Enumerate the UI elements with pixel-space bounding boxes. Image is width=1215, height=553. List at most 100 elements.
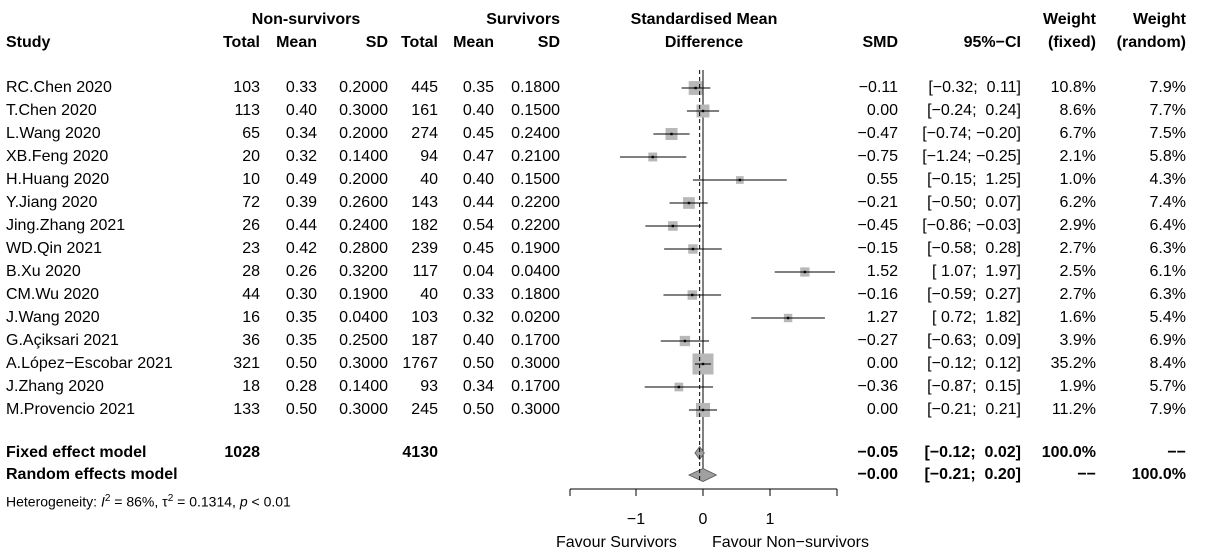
non-survivors-sd: 0.3000 <box>339 102 388 119</box>
survivors-total: 161 <box>411 102 438 119</box>
weight-random: 8.4% <box>1149 355 1186 372</box>
non-survivors-total: 28 <box>242 263 260 280</box>
survivors-total: 445 <box>411 79 438 96</box>
survivors-sd: 0.0200 <box>511 309 560 326</box>
weight-fixed: 6.2% <box>1059 194 1096 211</box>
i2-value: = 86%, <box>110 493 163 510</box>
study-point <box>687 201 691 205</box>
non-survivors-total: 16 <box>242 309 260 326</box>
header-mean-1: Mean <box>276 34 317 51</box>
non-survivors-sd: 0.3000 <box>339 355 388 372</box>
axis-tick-label: −1 <box>626 511 646 528</box>
survivors-total: 93 <box>420 378 438 395</box>
survivors-mean: 0.40 <box>462 332 494 349</box>
fixed-total-1: 1028 <box>224 444 260 461</box>
non-survivors-mean: 0.50 <box>285 401 317 418</box>
survivors-sd: 0.3000 <box>511 355 560 372</box>
header-smd: SMD <box>862 34 898 51</box>
weight-fixed: 2.9% <box>1059 217 1096 234</box>
header-weight-fixed-2: (fixed) <box>1048 34 1096 51</box>
non-survivors-mean: 0.40 <box>285 102 317 119</box>
tau-value: = 0.1314, <box>173 493 240 510</box>
ci-value: [−0.12; 0.12] <box>927 355 1021 372</box>
weight-random: 6.4% <box>1149 217 1186 234</box>
non-survivors-mean: 0.42 <box>285 240 317 257</box>
study-name: G.Açiksari 2021 <box>6 332 119 349</box>
non-survivors-mean: 0.49 <box>285 171 317 188</box>
survivors-mean: 0.32 <box>462 309 494 326</box>
weight-random: 6.1% <box>1149 263 1186 280</box>
fixed-smd: −0.05 <box>857 444 898 461</box>
header-smd-title-2: Difference <box>664 34 744 51</box>
p-value: < 0.01 <box>247 493 291 510</box>
smd-value: −0.11 <box>858 79 898 96</box>
random-ci: [−0.21; 0.20] <box>924 466 1022 483</box>
ci-value: [−0.21; 0.21] <box>927 401 1021 418</box>
weight-fixed: 35.2% <box>1050 355 1096 372</box>
survivors-mean: 0.34 <box>462 378 494 395</box>
non-survivors-sd: 0.1900 <box>339 286 388 303</box>
non-survivors-total: 44 <box>242 286 260 303</box>
non-survivors-mean: 0.39 <box>285 194 317 211</box>
non-survivors-total: 20 <box>242 148 260 165</box>
header-weight-random-2: (random) <box>1116 34 1186 51</box>
non-survivors-sd: 0.2400 <box>339 217 388 234</box>
ci-value: [−0.50; 0.07] <box>927 194 1021 211</box>
survivors-mean: 0.04 <box>462 263 494 280</box>
non-survivors-mean: 0.50 <box>285 355 317 372</box>
survivors-total: 245 <box>411 401 438 418</box>
header-group-non-survivors: Non-survivors <box>251 11 361 28</box>
study-point <box>701 362 705 366</box>
non-survivors-mean: 0.30 <box>285 286 317 303</box>
fixed-total-2: 4130 <box>402 444 438 461</box>
survivors-mean: 0.33 <box>462 286 494 303</box>
non-survivors-sd: 0.2000 <box>339 79 388 96</box>
smd-value: −0.36 <box>857 378 898 395</box>
non-survivors-total: 133 <box>233 401 260 418</box>
study-name: L.Wang 2020 <box>6 125 101 142</box>
study-name: XB.Feng 2020 <box>6 148 109 165</box>
random-model-label: Random effects model <box>6 466 178 483</box>
non-survivors-sd: 0.2600 <box>339 194 388 211</box>
weight-random: 6.3% <box>1149 286 1186 303</box>
survivors-sd: 0.1800 <box>511 79 560 96</box>
non-survivors-total: 113 <box>234 102 260 119</box>
header-sd-1: SD <box>365 34 388 51</box>
non-survivors-sd: 0.3200 <box>339 263 388 280</box>
axis-tick-label: 1 <box>765 511 775 528</box>
weight-fixed: 8.6% <box>1059 102 1096 119</box>
header-group-survivors: Survivors <box>486 11 560 28</box>
header-weight-fixed-1: Weight <box>1042 11 1096 28</box>
ci-value: [−0.87; 0.15] <box>927 378 1021 395</box>
non-survivors-sd: 0.2000 <box>339 171 388 188</box>
study-point <box>701 408 705 412</box>
p-symbol: p <box>239 493 248 510</box>
survivors-mean: 0.44 <box>462 194 494 211</box>
non-survivors-mean: 0.33 <box>285 79 317 96</box>
fixed-weight-fixed: 100.0% <box>1041 444 1096 461</box>
survivors-mean: 0.47 <box>462 148 494 165</box>
ci-value: [−0.74; −0.20] <box>922 125 1021 142</box>
ci-value: [−1.24; −0.25] <box>922 148 1021 165</box>
tau-exponent: 2 <box>167 493 174 504</box>
non-survivors-sd: 0.0400 <box>339 309 388 326</box>
study-name: WD.Qin 2021 <box>6 240 103 257</box>
survivors-sd: 0.1500 <box>511 102 560 119</box>
survivors-total: 187 <box>411 332 438 349</box>
study-point <box>694 86 697 90</box>
survivors-mean: 0.45 <box>462 125 494 142</box>
random-weight-fixed: −− <box>1077 466 1096 483</box>
study-point <box>738 178 742 182</box>
survivors-sd: 0.0400 <box>511 263 560 280</box>
smd-value: −0.75 <box>857 148 898 165</box>
survivors-sd: 0.1800 <box>511 286 560 303</box>
non-survivors-total: 103 <box>233 79 260 96</box>
fixed-weight-random: −− <box>1167 444 1186 461</box>
study-name: J.Wang 2020 <box>6 309 100 326</box>
weight-fixed: 2.5% <box>1059 263 1096 280</box>
weight-fixed: 10.8% <box>1050 79 1096 96</box>
non-survivors-total: 18 <box>242 378 260 395</box>
heterogeneity-statistics: Heterogeneity: I2 = 86%, τ2 = 0.1314, p … <box>6 489 291 512</box>
study-name: B.Xu 2020 <box>6 263 81 280</box>
survivors-sd: 0.1700 <box>511 332 560 349</box>
